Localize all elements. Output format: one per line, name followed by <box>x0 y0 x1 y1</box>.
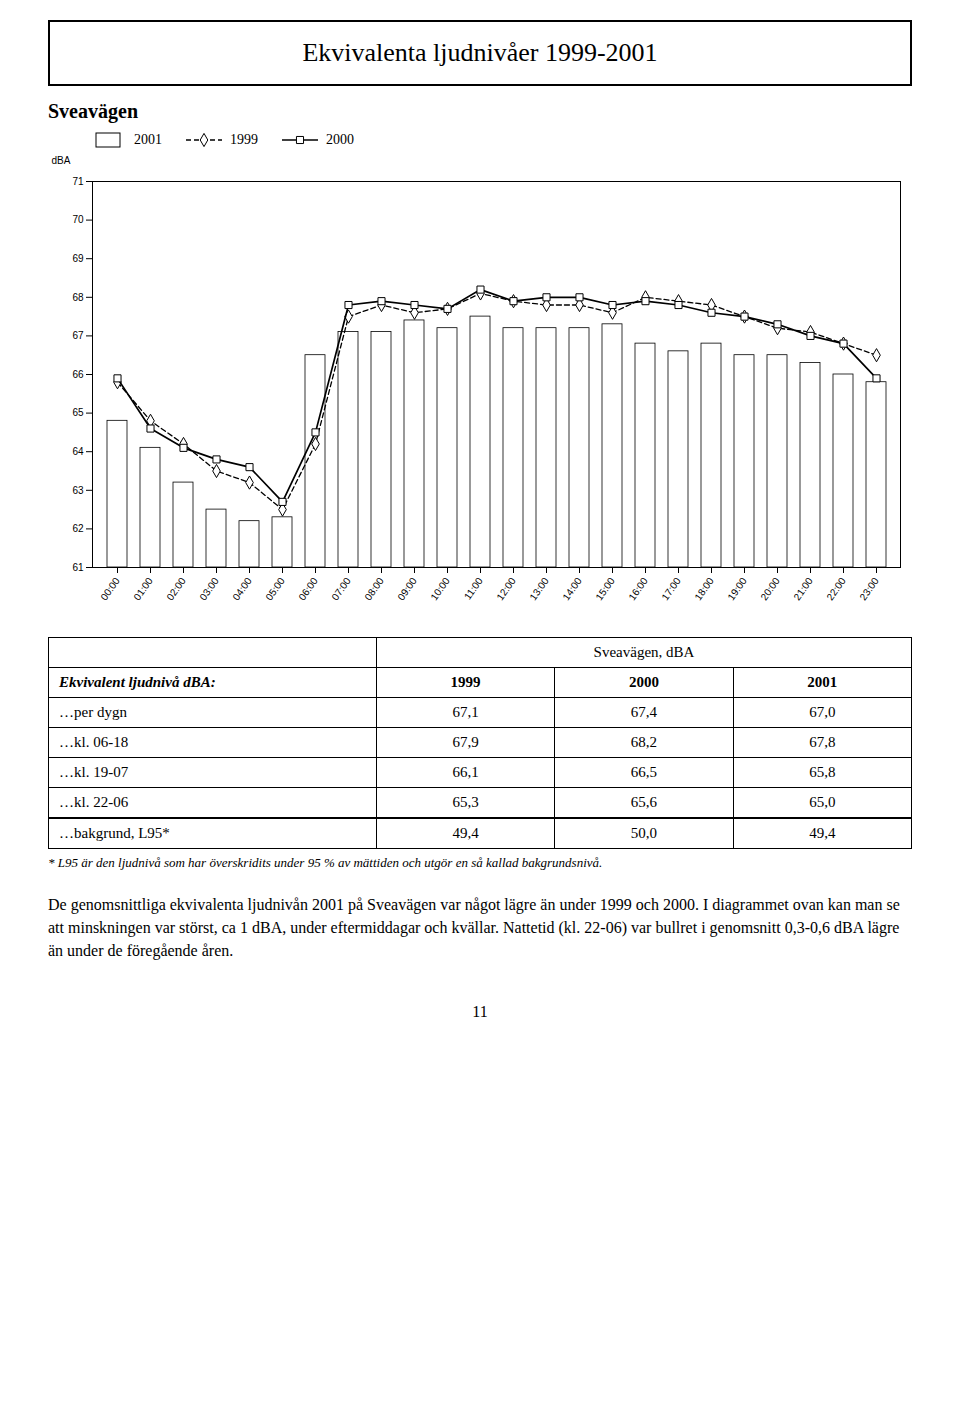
html-text:Sveavägen: Sveavägen <box>48 100 138 122</box>
html-text:67,4: 67,4 <box>630 704 658 720</box>
html-text:…kl. 19-07: …kl. 19-07 <box>59 764 129 780</box>
html-text:65,0: 65,0 <box>809 794 836 810</box>
html-text:67,1: 67,1 <box>452 704 479 720</box>
svg-text:18:00: 18:00 <box>692 575 716 602</box>
html-text:…bakgrund, L95*: …bakgrund, L95* <box>59 825 170 841</box>
svg-text:67: 67 <box>72 330 84 341</box>
html-text:66,1: 66,1 <box>452 764 479 780</box>
html-text:De genomsnittliga ekvivalenta: De genomsnittliga ekvivalenta ljudnivån … <box>48 896 900 960</box>
svg-text:71: 71 <box>72 176 84 187</box>
svg-text:04:00: 04:00 <box>230 575 254 602</box>
svg-text:19:00: 19:00 <box>725 575 749 602</box>
svg-text:20:00: 20:00 <box>758 575 782 602</box>
html-text:* L95 är den ljudnivå som har: * L95 är den ljudnivå som har överskridi… <box>48 855 603 870</box>
html-text:2000: 2000 <box>326 132 354 147</box>
svg-text:16:00: 16:00 <box>626 575 650 602</box>
svg-text:03:00: 03:00 <box>197 575 221 602</box>
svg-text:62: 62 <box>72 523 84 534</box>
svg-text:15:00: 15:00 <box>593 575 617 602</box>
html-text:Ekvivalent ljudnivå dBA:: Ekvivalent ljudnivå dBA: <box>59 674 216 690</box>
svg-text:11:00: 11:00 <box>462 575 485 602</box>
svg-text:02:00: 02:00 <box>164 575 188 602</box>
svg-text:70: 70 <box>72 214 84 225</box>
svg-text:01:00: 01:00 <box>131 575 155 602</box>
html-text:Ekvivalenta ljudnivåer 1999-20: Ekvivalenta ljudnivåer 1999-2001 <box>302 38 658 67</box>
svg-text:10:00: 10:00 <box>428 575 452 602</box>
svg-text:66: 66 <box>72 369 84 380</box>
svg-text:17:00: 17:00 <box>659 575 683 602</box>
html-text:65,8: 65,8 <box>809 764 836 780</box>
svg-text:21:00: 21:00 <box>791 575 815 602</box>
html-text:Sveavägen, dBA: Sveavägen, dBA <box>593 644 695 660</box>
html-text:…kl. 06-18: …kl. 06-18 <box>59 734 129 750</box>
svg-text:09:00: 09:00 <box>395 575 419 602</box>
html-text:2001: 2001 <box>134 132 162 147</box>
html-text:2000: 2000 <box>629 674 659 690</box>
svg-text:dBA: dBA <box>52 155 71 166</box>
html-text:67,0: 67,0 <box>809 704 836 720</box>
html-text:50,0: 50,0 <box>630 825 658 841</box>
svg-text:69: 69 <box>72 253 84 264</box>
svg-text:00:00: 00:00 <box>98 575 122 602</box>
svg-text:12:00: 12:00 <box>494 575 518 602</box>
html-text:67,8: 67,8 <box>809 734 836 750</box>
svg-text:65: 65 <box>72 407 84 418</box>
html-text:49,4: 49,4 <box>452 825 479 841</box>
html-text:…kl. 22-06: …kl. 22-06 <box>59 794 129 810</box>
svg-text:05:00: 05:00 <box>263 575 287 602</box>
svg-text:68: 68 <box>72 292 84 303</box>
html-text:68,2: 68,2 <box>630 734 658 750</box>
html-text:49,4: 49,4 <box>809 825 836 841</box>
html-text:65,3: 65,3 <box>452 794 479 810</box>
html-text:…per dygn: …per dygn <box>59 704 127 720</box>
svg-text:61: 61 <box>72 562 84 573</box>
html-text:11: 11 <box>472 1002 488 1020</box>
svg-text:23:00: 23:00 <box>857 575 881 602</box>
html-text:1999: 1999 <box>230 132 258 147</box>
svg-text:14:00: 14:00 <box>560 575 584 602</box>
html-text:65,6: 65,6 <box>630 794 658 810</box>
html-text:67,9: 67,9 <box>452 734 479 750</box>
html-text:66,5: 66,5 <box>630 764 658 780</box>
svg-text:64: 64 <box>72 446 84 457</box>
svg-text:13:00: 13:00 <box>527 575 551 602</box>
html-text:2001: 2001 <box>807 674 838 690</box>
svg-text:63: 63 <box>72 485 84 496</box>
svg-text:06:00: 06:00 <box>296 575 320 602</box>
html-text:1999: 1999 <box>450 674 481 690</box>
svg-text:08:00: 08:00 <box>362 575 386 602</box>
svg-text:07:00: 07:00 <box>329 575 353 602</box>
svg-text:22:00: 22:00 <box>824 575 848 602</box>
